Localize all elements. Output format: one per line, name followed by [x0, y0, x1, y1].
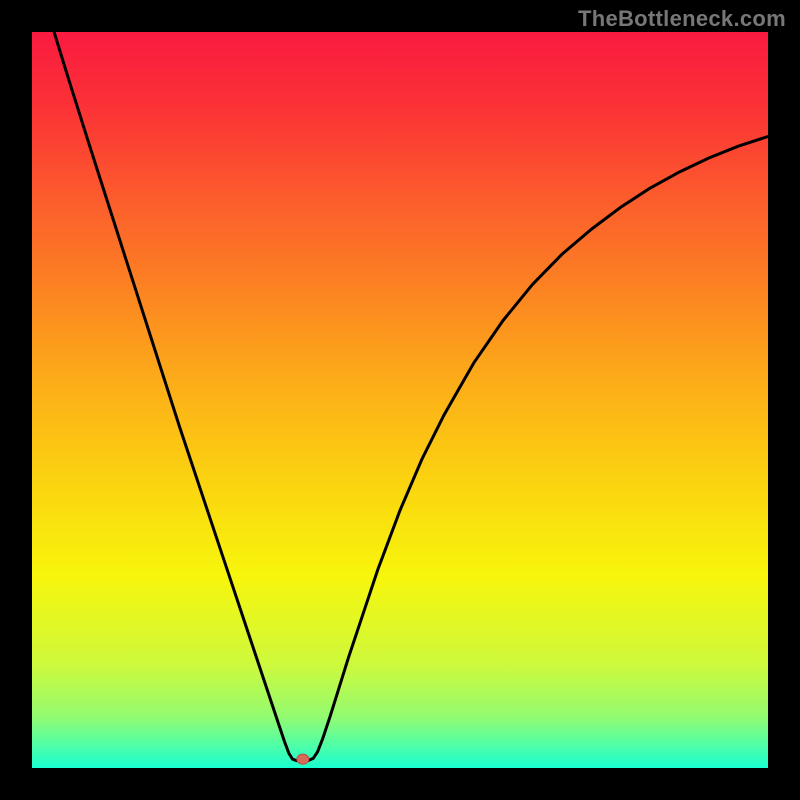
watermark-text: TheBottleneck.com: [578, 6, 786, 32]
plot-gradient-background: [32, 32, 768, 768]
optimal-point-marker: [297, 754, 309, 764]
bottleneck-chart: [0, 0, 800, 800]
chart-root: TheBottleneck.com: [0, 0, 800, 800]
